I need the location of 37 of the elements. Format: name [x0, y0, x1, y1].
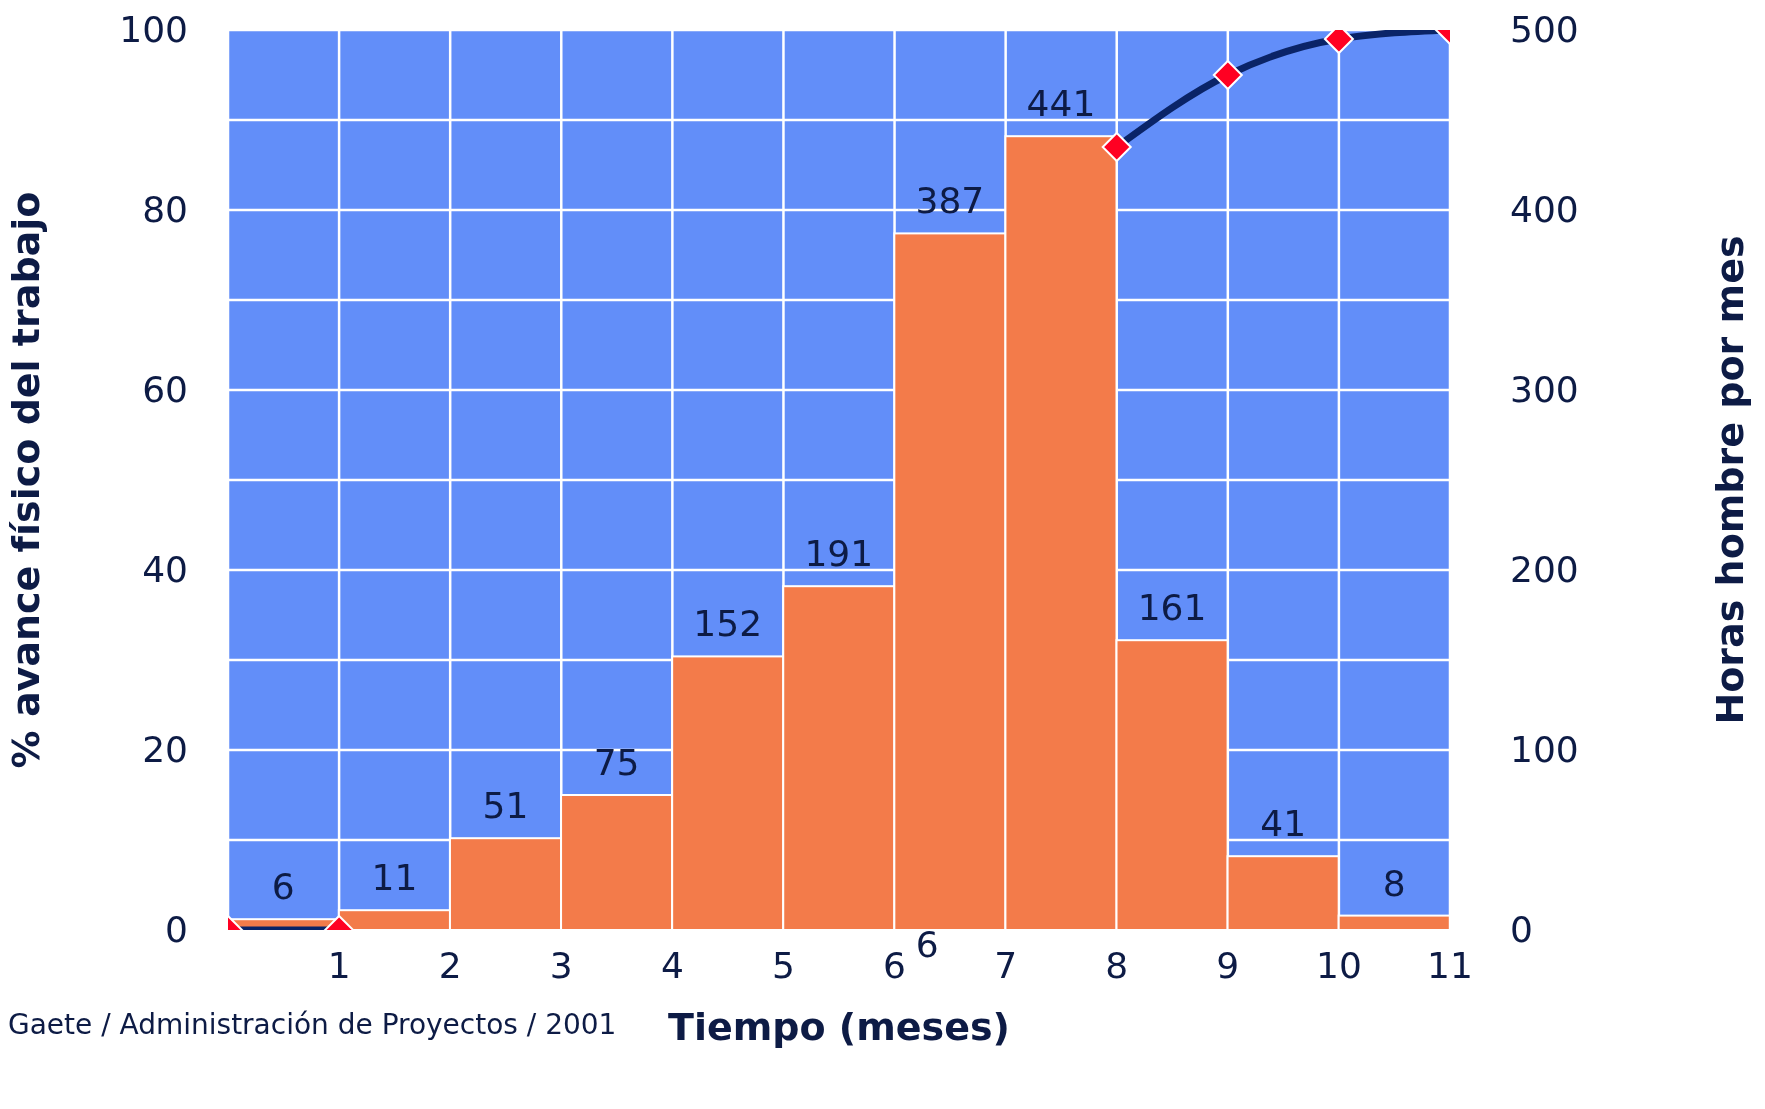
y2-tick-label: 0	[1510, 908, 1533, 952]
y-tick-label: 100	[119, 8, 188, 52]
x-tick-label: 8	[1105, 944, 1129, 986]
data-label: 51	[482, 785, 529, 827]
data-label: 152	[693, 603, 763, 645]
x-tick-label: 6	[883, 944, 906, 986]
x-tick-label: 11	[1427, 944, 1473, 986]
y-axis-title: % avance físico del trabajo	[4, 191, 49, 769]
data-label: 191	[804, 533, 874, 575]
data-label: 6	[271, 866, 295, 908]
text: Gaete / Administración de Proyectos / 2001	[8, 1008, 617, 1041]
x-tick-label: 9	[1216, 944, 1240, 986]
y-tick-label: 60	[142, 368, 188, 412]
x-tick-label: 3	[549, 944, 573, 986]
y2-tick-label: 400	[1510, 188, 1579, 232]
x-tick-label: 7	[994, 944, 1018, 986]
y-tick-label: 20	[142, 728, 188, 772]
y-tick-label: 40	[142, 548, 188, 592]
y2-tick-label: 300	[1510, 368, 1579, 412]
data-label: 161	[1137, 587, 1207, 629]
data-label: 75	[593, 742, 640, 783]
y2-tick-label: 100	[1510, 728, 1579, 772]
y-tick-label: 0	[165, 908, 188, 952]
y2-tick-label: 500	[1510, 8, 1579, 52]
y2-axis-title: Horas hombre por mes	[1708, 235, 1753, 725]
data-label: 8	[1382, 862, 1406, 904]
x-tick-label: 1	[327, 944, 351, 986]
data-label: 41	[1260, 803, 1307, 845]
x-tick-label: 10	[1316, 944, 1362, 986]
data-label: 441	[1026, 83, 1096, 125]
x-tick-label: 4	[660, 944, 684, 986]
x-axis-title: Tiempo (meses)	[668, 1005, 1010, 1049]
data-label: 11	[371, 857, 418, 899]
y-tick-label: 80	[142, 188, 188, 232]
x-tick-label: 5	[772, 944, 795, 986]
x-tick-label: 2	[438, 944, 462, 986]
y2-tick-label: 200	[1510, 548, 1579, 592]
